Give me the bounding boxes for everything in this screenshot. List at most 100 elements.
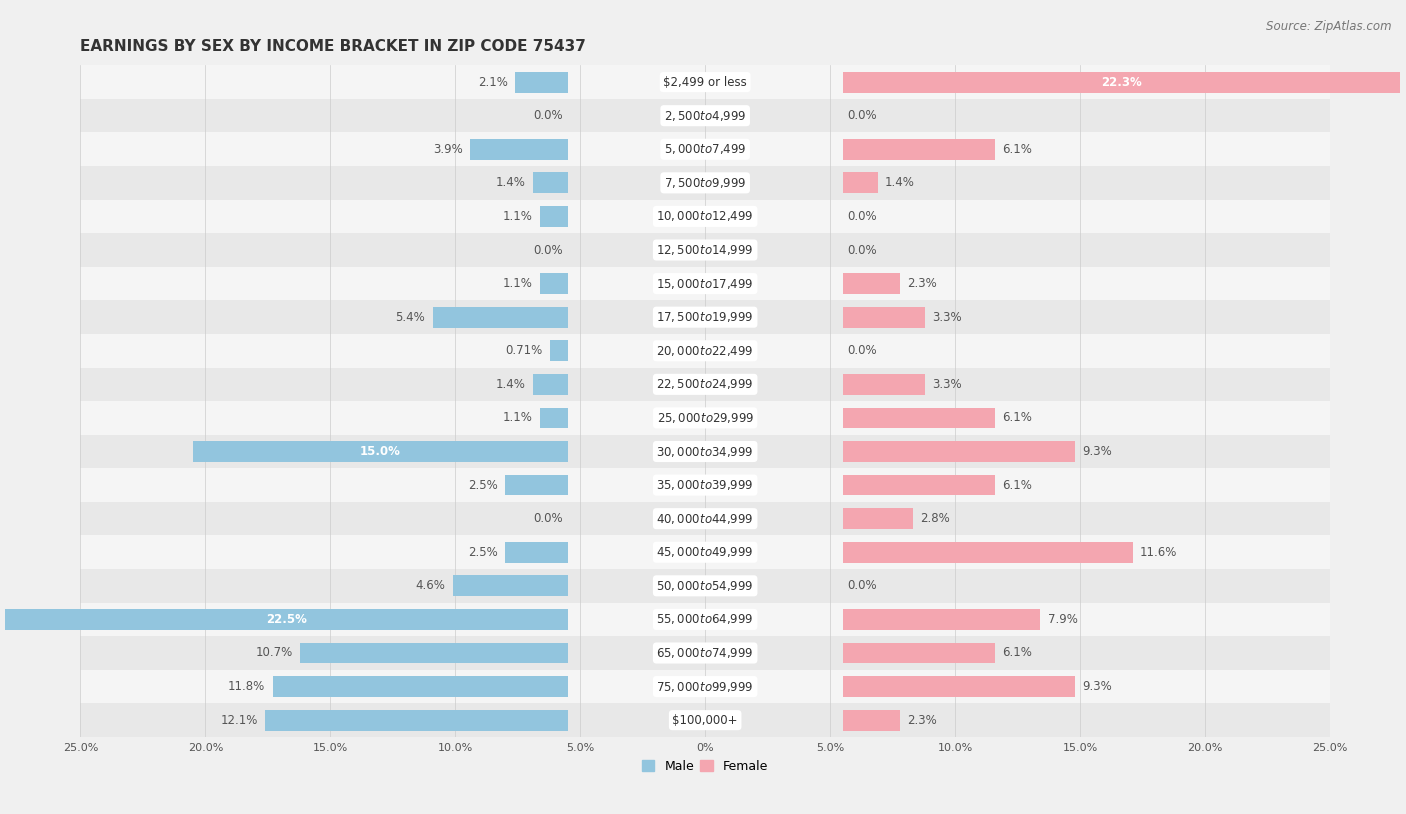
Bar [550, 340, 568, 361]
Text: $20,000 to $22,499: $20,000 to $22,499 [657, 344, 754, 358]
Bar [80, 65, 1330, 98]
Text: $45,000 to $49,999: $45,000 to $49,999 [657, 545, 754, 559]
Text: $2,499 or less: $2,499 or less [664, 76, 747, 89]
Bar [842, 475, 995, 496]
Text: 11.6%: 11.6% [1140, 545, 1177, 558]
Text: $55,000 to $64,999: $55,000 to $64,999 [657, 612, 754, 627]
Bar [80, 670, 1330, 703]
Bar [842, 508, 912, 529]
Text: $12,500 to $14,999: $12,500 to $14,999 [657, 243, 754, 257]
Text: 1.4%: 1.4% [886, 177, 915, 190]
Text: $50,000 to $54,999: $50,000 to $54,999 [657, 579, 754, 593]
Text: 1.4%: 1.4% [495, 378, 526, 391]
Bar [80, 334, 1330, 368]
Bar [80, 368, 1330, 401]
Text: $7,500 to $9,999: $7,500 to $9,999 [664, 176, 747, 190]
Bar [453, 575, 568, 596]
Bar [533, 374, 568, 395]
Bar [80, 637, 1330, 670]
Text: EARNINGS BY SEX BY INCOME BRACKET IN ZIP CODE 75437: EARNINGS BY SEX BY INCOME BRACKET IN ZIP… [80, 39, 586, 55]
Bar [80, 98, 1330, 133]
Bar [842, 441, 1076, 462]
Text: $10,000 to $12,499: $10,000 to $12,499 [657, 209, 754, 223]
Text: 0.71%: 0.71% [505, 344, 543, 357]
Bar [515, 72, 568, 93]
Text: 6.1%: 6.1% [1002, 479, 1032, 492]
Bar [80, 300, 1330, 334]
Bar [842, 710, 900, 731]
Text: $15,000 to $17,499: $15,000 to $17,499 [657, 277, 754, 291]
Bar [433, 307, 568, 327]
Text: $35,000 to $39,999: $35,000 to $39,999 [657, 478, 754, 492]
Text: 22.3%: 22.3% [1101, 76, 1142, 89]
Text: 6.1%: 6.1% [1002, 646, 1032, 659]
Text: 1.4%: 1.4% [495, 177, 526, 190]
Bar [80, 267, 1330, 300]
Text: $75,000 to $99,999: $75,000 to $99,999 [657, 680, 754, 694]
Bar [80, 602, 1330, 637]
Text: 0.0%: 0.0% [533, 243, 562, 256]
Text: 15.0%: 15.0% [360, 445, 401, 458]
Bar [470, 139, 568, 160]
Text: 7.9%: 7.9% [1047, 613, 1077, 626]
Text: Source: ZipAtlas.com: Source: ZipAtlas.com [1267, 20, 1392, 33]
Text: $5,000 to $7,499: $5,000 to $7,499 [664, 142, 747, 156]
Text: 2.5%: 2.5% [468, 545, 498, 558]
Text: $2,500 to $4,999: $2,500 to $4,999 [664, 109, 747, 123]
Bar [6, 609, 568, 630]
Text: 0.0%: 0.0% [533, 109, 562, 122]
Bar [80, 703, 1330, 737]
Text: 0.0%: 0.0% [848, 109, 877, 122]
Text: 11.8%: 11.8% [228, 680, 266, 693]
Bar [273, 676, 568, 697]
Text: 2.3%: 2.3% [908, 714, 938, 727]
Text: 6.1%: 6.1% [1002, 411, 1032, 424]
Bar [505, 542, 568, 562]
Text: 1.1%: 1.1% [503, 210, 533, 223]
Text: $22,500 to $24,999: $22,500 to $24,999 [657, 378, 754, 392]
Text: 4.6%: 4.6% [415, 580, 446, 593]
Text: 0.0%: 0.0% [848, 344, 877, 357]
Bar [540, 274, 568, 294]
Text: 1.1%: 1.1% [503, 277, 533, 290]
Bar [842, 374, 925, 395]
Bar [80, 502, 1330, 536]
Text: $65,000 to $74,999: $65,000 to $74,999 [657, 646, 754, 660]
Text: 0.0%: 0.0% [848, 210, 877, 223]
Text: 3.3%: 3.3% [932, 378, 962, 391]
Bar [301, 642, 568, 663]
Text: $100,000+: $100,000+ [672, 714, 738, 727]
Text: 2.3%: 2.3% [908, 277, 938, 290]
Bar [842, 307, 925, 327]
Text: 2.1%: 2.1% [478, 76, 508, 89]
Text: $25,000 to $29,999: $25,000 to $29,999 [657, 411, 754, 425]
Bar [842, 609, 1040, 630]
Bar [842, 642, 995, 663]
Bar [80, 536, 1330, 569]
Text: 3.3%: 3.3% [932, 311, 962, 324]
Bar [193, 441, 568, 462]
Text: $40,000 to $44,999: $40,000 to $44,999 [657, 512, 754, 526]
Bar [842, 72, 1400, 93]
Bar [842, 274, 900, 294]
Bar [540, 206, 568, 227]
Text: 9.3%: 9.3% [1083, 680, 1112, 693]
Bar [842, 408, 995, 428]
Text: $17,500 to $19,999: $17,500 to $19,999 [657, 310, 754, 324]
Bar [80, 199, 1330, 234]
Text: $30,000 to $34,999: $30,000 to $34,999 [657, 444, 754, 458]
Text: 10.7%: 10.7% [256, 646, 292, 659]
Legend: Male, Female: Male, Female [637, 755, 773, 777]
Text: 22.5%: 22.5% [266, 613, 307, 626]
Text: 1.1%: 1.1% [503, 411, 533, 424]
Text: 5.4%: 5.4% [395, 311, 425, 324]
Bar [842, 173, 877, 193]
Text: 9.3%: 9.3% [1083, 445, 1112, 458]
Bar [842, 542, 1133, 562]
Text: 0.0%: 0.0% [533, 512, 562, 525]
Text: 12.1%: 12.1% [221, 714, 257, 727]
Bar [80, 234, 1330, 267]
Bar [80, 401, 1330, 435]
Bar [540, 408, 568, 428]
Bar [80, 468, 1330, 502]
